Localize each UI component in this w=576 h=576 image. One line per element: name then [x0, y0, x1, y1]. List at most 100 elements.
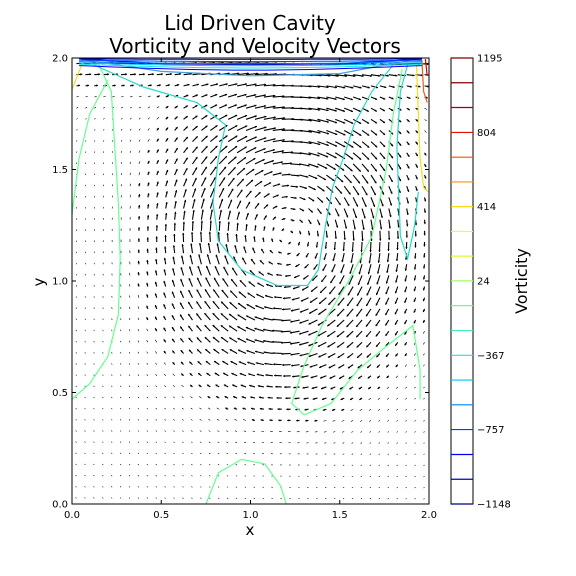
velocity-arrowhead [287, 252, 290, 255]
velocity-arrowhead [303, 197, 306, 201]
velocity-arrowhead [124, 73, 127, 76]
velocity-arrowhead [292, 375, 295, 378]
velocity-arrow [137, 441, 140, 443]
colorbar-tick-label: 24 [477, 276, 490, 287]
velocity-arrow [146, 374, 149, 376]
velocity-arrowhead [406, 212, 409, 215]
velocity-arrow [111, 352, 113, 354]
velocity-arrowhead [301, 209, 305, 212]
velocity-arrow [111, 374, 113, 376]
velocity-arrowhead [156, 170, 159, 173]
velocity-arrow [84, 463, 86, 466]
velocity-arrowhead [235, 83, 238, 86]
velocity-arrowhead [326, 120, 329, 123]
velocity-arrow [191, 452, 193, 455]
velocity-arrowhead [204, 301, 207, 304]
velocity-arrowhead [214, 372, 217, 375]
velocity-arrow [423, 409, 425, 411]
velocity-arrow [191, 464, 193, 466]
velocity-arrowhead [212, 313, 215, 316]
velocity-arrow [173, 486, 175, 488]
velocity-arrow [138, 128, 141, 131]
velocity-arrowhead [195, 146, 198, 149]
velocity-arrowhead [241, 178, 244, 181]
velocity-arrow [111, 463, 113, 466]
velocity-arrowhead [235, 135, 238, 138]
velocity-arrowhead [341, 168, 345, 171]
velocity-arrow [76, 96, 79, 98]
velocity-arrowhead [415, 119, 419, 122]
velocity-arrow [263, 95, 276, 98]
velocity-arrowhead [423, 210, 427, 213]
velocity-arrowhead [422, 288, 426, 291]
velocity-arrow [147, 139, 150, 142]
velocity-arrow [387, 453, 389, 455]
velocity-arrow [263, 116, 276, 120]
velocity-arrowhead [188, 337, 191, 341]
velocity-arrowhead [333, 247, 336, 250]
velocity-arrowhead [264, 126, 267, 129]
velocity-arrowhead [182, 221, 186, 224]
velocity-arrowhead [268, 261, 271, 264]
velocity-arrowhead [346, 314, 349, 317]
velocity-arrow [387, 442, 390, 444]
velocity-arrowhead [224, 156, 227, 159]
velocity-arrowhead [175, 105, 178, 108]
velocity-arrowhead [154, 281, 158, 285]
velocity-arrowhead [186, 94, 189, 97]
velocity-arrowhead [297, 243, 301, 246]
velocity-arrow [199, 430, 202, 432]
velocity-arrowhead [251, 418, 254, 422]
velocity-arrowhead [232, 384, 235, 387]
velocity-arrowhead [185, 147, 188, 150]
velocity-arrowhead [156, 214, 159, 217]
velocity-arrow [208, 441, 211, 443]
velocity-arrow [84, 474, 86, 477]
velocity-arrow [423, 353, 425, 356]
velocity-arrowhead [343, 121, 346, 124]
velocity-arrow [155, 430, 157, 432]
velocity-arrowhead [146, 248, 149, 251]
velocity-arrowhead [185, 105, 188, 108]
velocity-arrowhead [395, 354, 398, 357]
y-axis: 0.0 0.5 1.0 1.5 2.0 [52, 54, 429, 511]
velocity-arrowhead [195, 156, 198, 160]
velocity-arrowhead [327, 334, 330, 337]
velocity-arrowhead [266, 283, 269, 286]
velocity-arrow [94, 129, 96, 131]
velocity-arrowhead [366, 355, 369, 358]
velocity-arrowhead [356, 314, 359, 317]
velocity-arrowhead [422, 299, 426, 302]
velocity-arrowhead [166, 159, 169, 162]
velocity-arrow [299, 118, 312, 122]
velocity-arrowhead [326, 143, 329, 146]
velocity-arrow [414, 442, 416, 444]
velocity-arrow [423, 431, 425, 433]
velocity-arrow [85, 96, 88, 98]
velocity-arrowhead [299, 332, 302, 335]
colorbar-tick-label: 804 [477, 128, 496, 139]
velocity-arrow [308, 141, 321, 146]
velocity-arrowhead [238, 361, 242, 364]
velocity-arrowhead [163, 350, 166, 354]
velocity-arrowhead [390, 191, 393, 194]
velocity-arrowhead [334, 86, 337, 89]
velocity-arrow [85, 140, 87, 142]
velocity-arrowhead [382, 109, 385, 112]
velocity-arrowhead [338, 202, 341, 206]
velocity-arrowhead [273, 105, 276, 108]
velocity-arrowhead [229, 302, 232, 305]
velocity-arrowhead [290, 230, 293, 233]
velocity-arrowhead [244, 104, 247, 107]
velocity-arrowhead [395, 258, 399, 261]
velocity-arrow [190, 407, 193, 410]
velocity-arrow [111, 318, 113, 321]
velocity-arrowhead [249, 190, 252, 194]
velocity-arrowhead [254, 327, 257, 330]
velocity-arrowhead [330, 387, 333, 390]
velocity-arrow [423, 475, 425, 478]
velocity-arrowhead [257, 384, 260, 388]
velocity-arrow [263, 105, 276, 109]
velocity-arrow [181, 396, 184, 399]
velocity-arrow [199, 452, 202, 455]
